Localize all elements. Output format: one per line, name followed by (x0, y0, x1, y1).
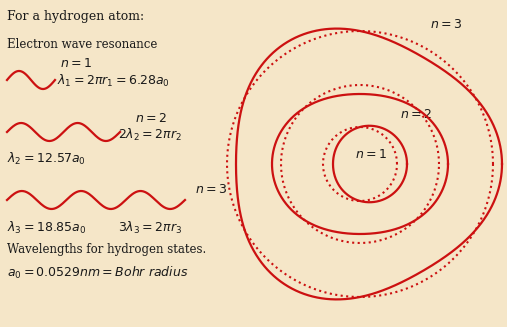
Text: $\lambda_2 = 12.57a_0$: $\lambda_2 = 12.57a_0$ (7, 151, 86, 167)
Text: $n = 2$: $n = 2$ (400, 108, 432, 121)
Text: $n = 1$: $n = 1$ (60, 57, 92, 70)
Text: $n = 3$: $n = 3$ (195, 183, 227, 196)
Text: For a hydrogen atom:: For a hydrogen atom: (7, 10, 144, 23)
Text: $n = 1$: $n = 1$ (355, 148, 387, 161)
Text: $2\lambda_2 = 2\pi r_2$: $2\lambda_2 = 2\pi r_2$ (118, 127, 182, 143)
Text: $3\lambda_3 = 2\pi r_3$: $3\lambda_3 = 2\pi r_3$ (118, 220, 182, 236)
Text: Electron wave resonance: Electron wave resonance (7, 38, 157, 51)
Text: $n = 2$: $n = 2$ (135, 112, 167, 125)
Text: $n = 3$: $n = 3$ (430, 18, 462, 31)
Text: $\lambda_3 = 18.85a_0$: $\lambda_3 = 18.85a_0$ (7, 220, 86, 236)
Text: Wavelengths for hydrogen states.: Wavelengths for hydrogen states. (7, 243, 206, 256)
Text: $a_0 = 0.0529nm = Bohr\ radius$: $a_0 = 0.0529nm = Bohr\ radius$ (7, 265, 189, 281)
Text: $\lambda_1 = 2\pi r_1 = 6.28a_0$: $\lambda_1 = 2\pi r_1 = 6.28a_0$ (57, 73, 170, 89)
